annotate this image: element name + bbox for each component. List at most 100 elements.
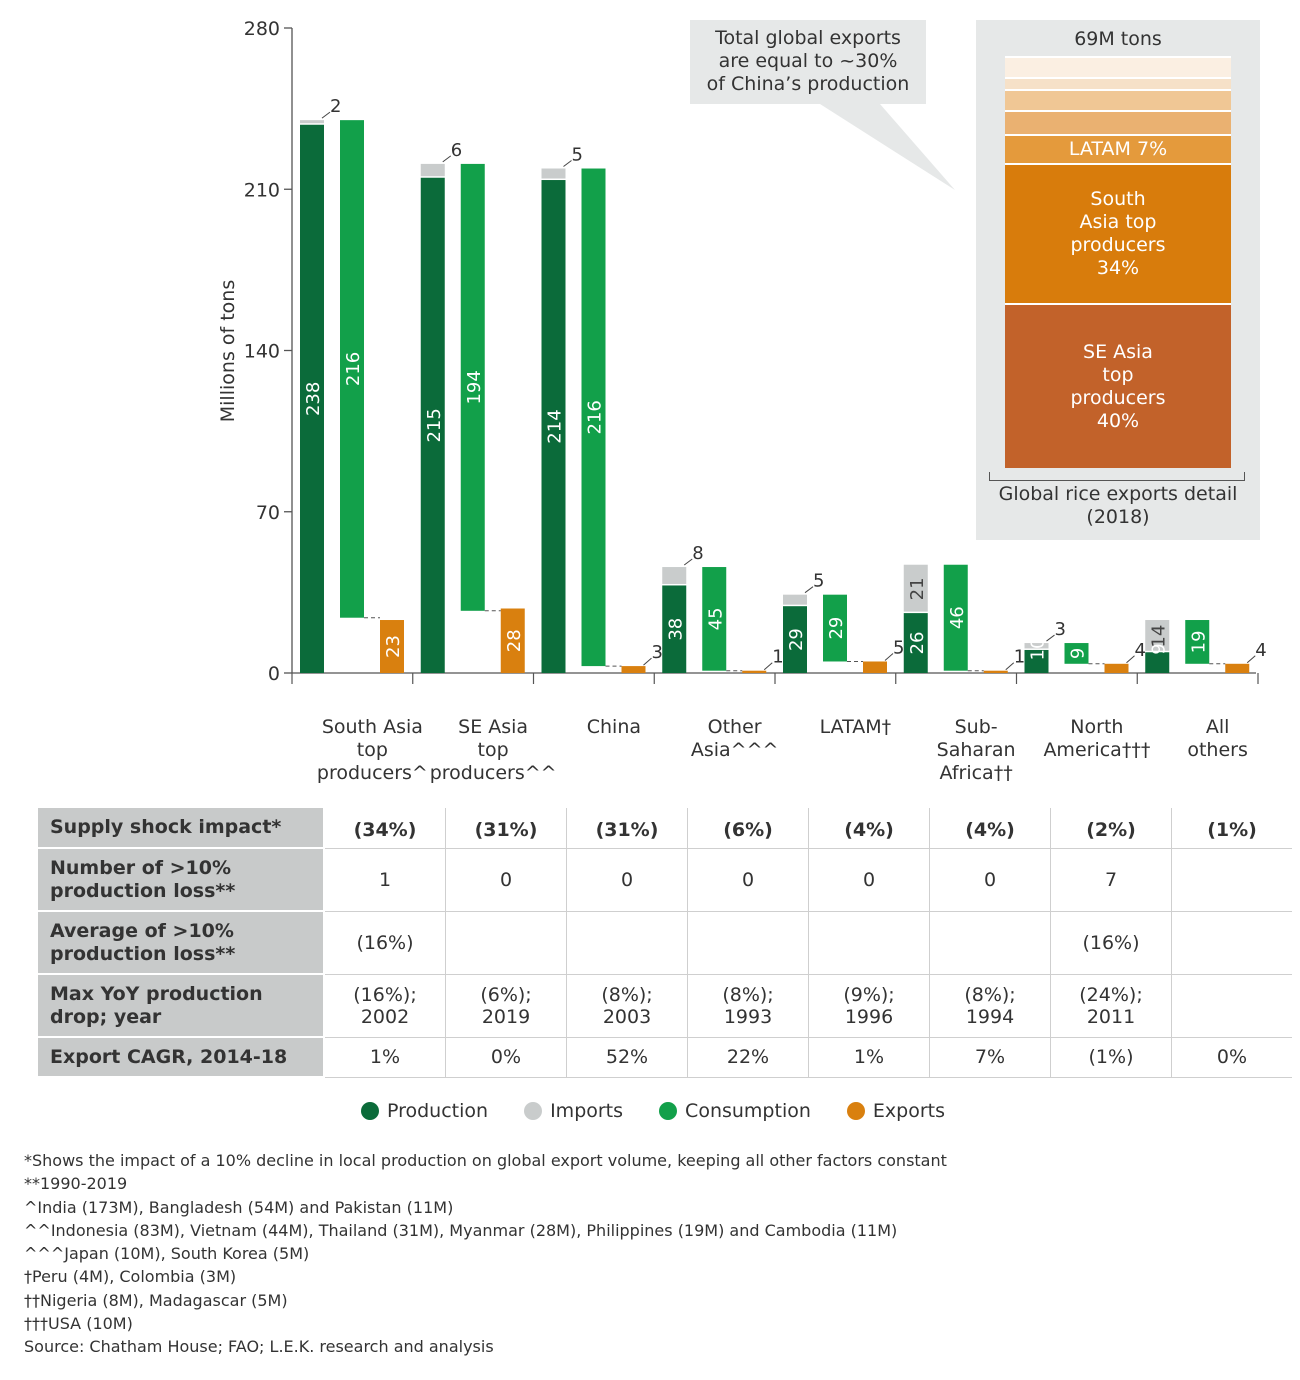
inset-segment-label-line: producers: [1070, 234, 1166, 257]
legend-label: Imports: [550, 1100, 624, 1122]
callout-box: Total global exports are equal to ~30% o…: [690, 20, 926, 104]
exports-leader: [763, 662, 773, 671]
category-label: producers^^: [430, 762, 557, 784]
table-cell: (16%): [1050, 911, 1172, 975]
category-label: Asia^^^: [691, 739, 779, 761]
footnotes: *Shows the impact of a 10% decline in lo…: [24, 1149, 1274, 1359]
exports-value-label: 28: [504, 629, 525, 652]
table-cell-line: (8%);: [601, 983, 653, 1006]
table-cell-line: (9%);: [843, 983, 895, 1006]
table-cell: (16%); 2002: [325, 974, 446, 1038]
imports-bar: [783, 594, 807, 605]
imports-leader: [563, 160, 572, 167]
imports-value-label: 2: [330, 96, 341, 117]
consumption-bar: [702, 567, 727, 671]
table-cell: 0%: [1171, 1037, 1292, 1078]
inset-segment: South Asia top producers 34%: [1005, 163, 1231, 304]
table-cell: (34%): [325, 808, 446, 849]
y-tick-label: 140: [244, 341, 280, 363]
category-label: America†††: [1043, 739, 1150, 761]
production-value-label: 238: [303, 382, 324, 416]
imports-value-label: 21: [907, 577, 928, 600]
row-gap: [323, 1037, 325, 1077]
consumption-bar: [1185, 620, 1210, 664]
imports-leader: [683, 558, 693, 566]
inset-segment-label: South Asia top producers 34%: [1070, 188, 1165, 280]
table-cell: (31%): [445, 808, 567, 849]
footnote: ^India (173M), Bangladesh (54M) and Paki…: [24, 1197, 454, 1217]
inset-segment: SE Asia top producers 40%: [1005, 303, 1231, 468]
exports-value-label: 1: [1014, 647, 1025, 668]
imports-leader: [1046, 634, 1055, 642]
table-cell: [445, 911, 567, 975]
source-note: Source: Chatham House; FAO; L.E.K. resea…: [24, 1337, 494, 1357]
exports-value-label: 4: [1135, 640, 1146, 661]
exports-leader: [643, 657, 652, 666]
legend: Production Imports Consumption Exports: [0, 1100, 1300, 1122]
category-label: Saharan: [937, 739, 1016, 761]
y-axis-label: Millions of tons: [217, 280, 239, 422]
consumption-bar: [460, 163, 485, 611]
table-cell-line: (8%);: [722, 983, 774, 1006]
table-cell-line: 2019: [481, 1005, 531, 1028]
row-header: Average of >10% production loss**: [38, 911, 323, 975]
category-label: All: [1206, 716, 1230, 738]
exports-value-label: 5: [893, 637, 904, 658]
footnote: †Peru (4M), Colombia (3M): [24, 1267, 237, 1287]
footnote: ^^^Japan (10M), South Korea (5M): [24, 1244, 310, 1264]
callout-line: are equal to ~30%: [718, 50, 898, 72]
consumption-value-label: 46: [947, 606, 968, 629]
callout-line: Total global exports: [715, 27, 901, 49]
exports-leader: [1005, 662, 1015, 671]
category-label: LATAM†: [820, 716, 892, 738]
production-bar: [420, 177, 445, 673]
footnote: ^^Indonesia (83M), Vietnam (44M), Thaila…: [24, 1220, 898, 1240]
production-bar: [1024, 649, 1049, 673]
imports-bar: [541, 168, 566, 179]
inset-segment-label-line: Asia top: [1079, 211, 1157, 234]
table-cell: (9%); 1996: [808, 974, 930, 1038]
exports-value-label: 4: [1255, 640, 1266, 661]
row-header: Number of >10% production loss**: [38, 848, 323, 912]
imports-bar: [662, 567, 687, 584]
table-cell: (8%); 1993: [687, 974, 809, 1038]
table-cell: [1171, 848, 1292, 912]
category-label: China: [587, 716, 641, 738]
imports-value-label: 3: [1055, 619, 1066, 640]
production-value-label: 215: [424, 408, 445, 442]
legend-item-exports: Exports: [841, 1100, 945, 1122]
production-value-label: 10: [1028, 638, 1049, 661]
table-cell: (6%); 2019: [445, 974, 567, 1038]
row-gap: [323, 848, 325, 911]
table-row: Average of >10% production loss** (16%) (1…: [38, 911, 1292, 975]
consumption-value-label: 45: [705, 607, 726, 630]
table-row: Number of >10% production loss** 1 0 0 0 0 0 7: [38, 848, 1292, 912]
table-cell: 1: [325, 848, 446, 912]
table-cell: [687, 911, 809, 975]
inset-segment-label-line: 34%: [1096, 257, 1140, 280]
y-tick-label: 210: [244, 179, 280, 201]
consumption-bar: [340, 120, 364, 618]
exports-bar: [742, 670, 767, 673]
exports-value-label: 1: [772, 647, 783, 668]
table-cell: (16%): [325, 911, 446, 975]
table-cell-line: (6%);: [480, 983, 532, 1006]
table-cell: 0%: [445, 1037, 567, 1078]
table-cell-line: 1996: [844, 1005, 894, 1028]
production-value-label: 214: [545, 409, 566, 443]
table-cell: (24%); 2011: [1050, 974, 1172, 1038]
exports-value-label: 3: [652, 642, 663, 663]
table-cell-line: 1994: [965, 1005, 1015, 1028]
exports-bar: [1104, 663, 1129, 673]
table-cell: 0: [687, 848, 809, 912]
table-cell-line: 2011: [1086, 1005, 1136, 1028]
imports-bar: [903, 564, 928, 612]
table-cell: 0: [929, 848, 1051, 912]
table-cell: (2%): [1050, 808, 1172, 849]
table-cell: [1171, 974, 1292, 1038]
production-value-label: 29: [786, 628, 807, 651]
inset-segment: [1005, 56, 1231, 77]
category-label: North: [1070, 716, 1123, 738]
